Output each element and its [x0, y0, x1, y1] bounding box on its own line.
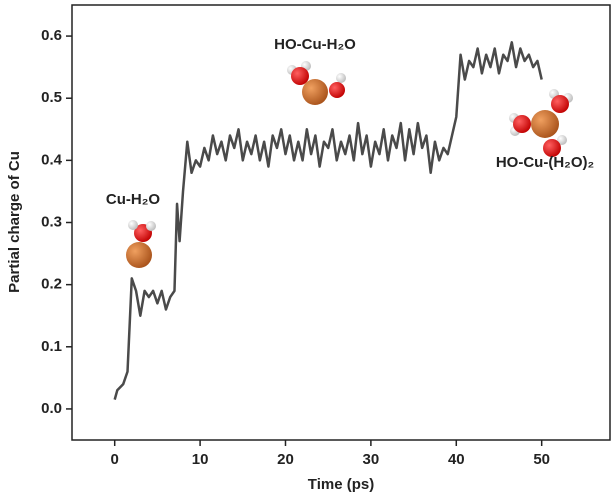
y-axis-label: Partial charge of Cu: [6, 151, 23, 293]
y-tick-label: 0.0: [41, 400, 62, 417]
data-line: [113, 41, 543, 400]
y-tick-label: 0.3: [41, 213, 62, 230]
annotation: HO-Cu-H₂O: [274, 36, 356, 53]
y-tick-label: 0.1: [41, 338, 62, 355]
y-tick-label: 0.2: [41, 276, 62, 293]
x-tick-label: 0: [111, 451, 119, 468]
y-tick-label: 0.4: [41, 151, 63, 168]
molecule: [509, 89, 573, 157]
x-tick-label: 10: [192, 451, 209, 468]
annotation: Cu-H₂O: [106, 191, 160, 208]
annotation: HO-Cu-(H₂O)₂: [496, 154, 594, 171]
x-tick-label: 30: [363, 451, 380, 468]
y-tick-label: 0.6: [41, 27, 62, 44]
y-tick-label: 0.5: [41, 89, 62, 106]
x-tick-label: 50: [533, 451, 550, 468]
molecule: [126, 220, 156, 268]
x-tick-label: 20: [277, 451, 294, 468]
x-axis-label: Time (ps): [308, 476, 374, 493]
molecule: [287, 61, 346, 105]
x-tick-label: 40: [448, 451, 465, 468]
